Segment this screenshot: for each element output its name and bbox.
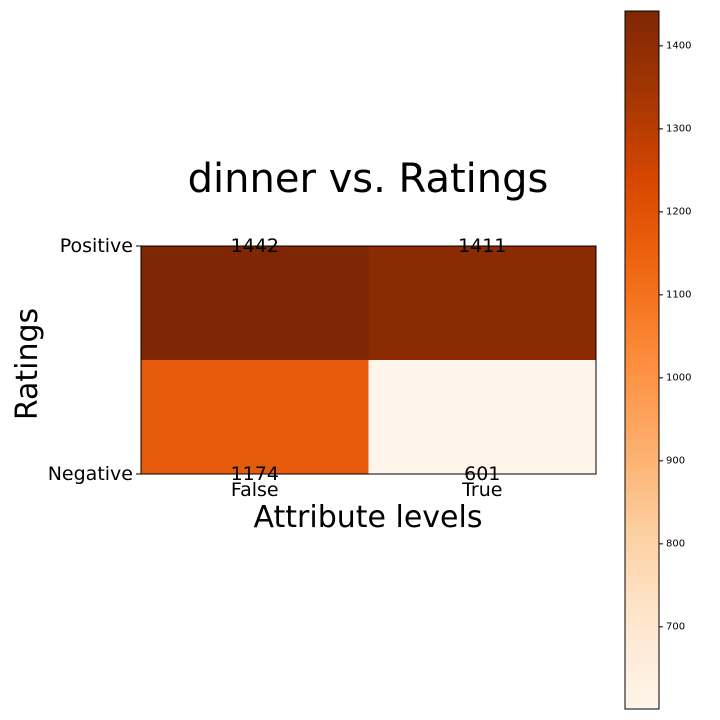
colorbar-frame (624, 10, 660, 710)
colorbar-tick-label: 900 (666, 455, 685, 466)
chart-title: dinner vs. Ratings (188, 156, 549, 202)
plot-frame (140, 245, 597, 475)
x-tick-label: True (461, 479, 502, 501)
heatmap-cell (141, 246, 369, 361)
colorbar-tick-label: 700 (666, 621, 685, 632)
y-tick-label: Positive (60, 235, 133, 257)
x-axis-ticks: False True (231, 479, 503, 501)
x-axis-title: Attribute levels (254, 500, 483, 535)
heatmap-cell (368, 360, 597, 475)
colorbar: 700 800 900 1000 1100 1200 1300 1400 (624, 10, 691, 710)
heatmap-cell (368, 246, 597, 361)
colorbar-tick-label: 1300 (666, 123, 691, 134)
colorbar-tick-label: 800 (666, 538, 685, 549)
y-axis-title: Ratings (10, 308, 45, 420)
heatmap-cells (141, 246, 597, 475)
colorbar-tick-label: 1200 (666, 206, 691, 217)
x-tick-label: False (231, 479, 279, 501)
colorbar-tick-label: 1100 (666, 289, 691, 300)
colorbar-tick-label: 1000 (666, 372, 691, 383)
colorbar-ticks: 700 800 900 1000 1100 1200 1300 1400 (659, 40, 691, 632)
y-axis-ticks: Positive Negative (48, 235, 141, 485)
colorbar-fill (625, 11, 659, 709)
heatmap-cell (141, 360, 369, 475)
y-tick-label: Negative (48, 463, 133, 485)
colorbar-tick-label: 1400 (666, 40, 691, 51)
